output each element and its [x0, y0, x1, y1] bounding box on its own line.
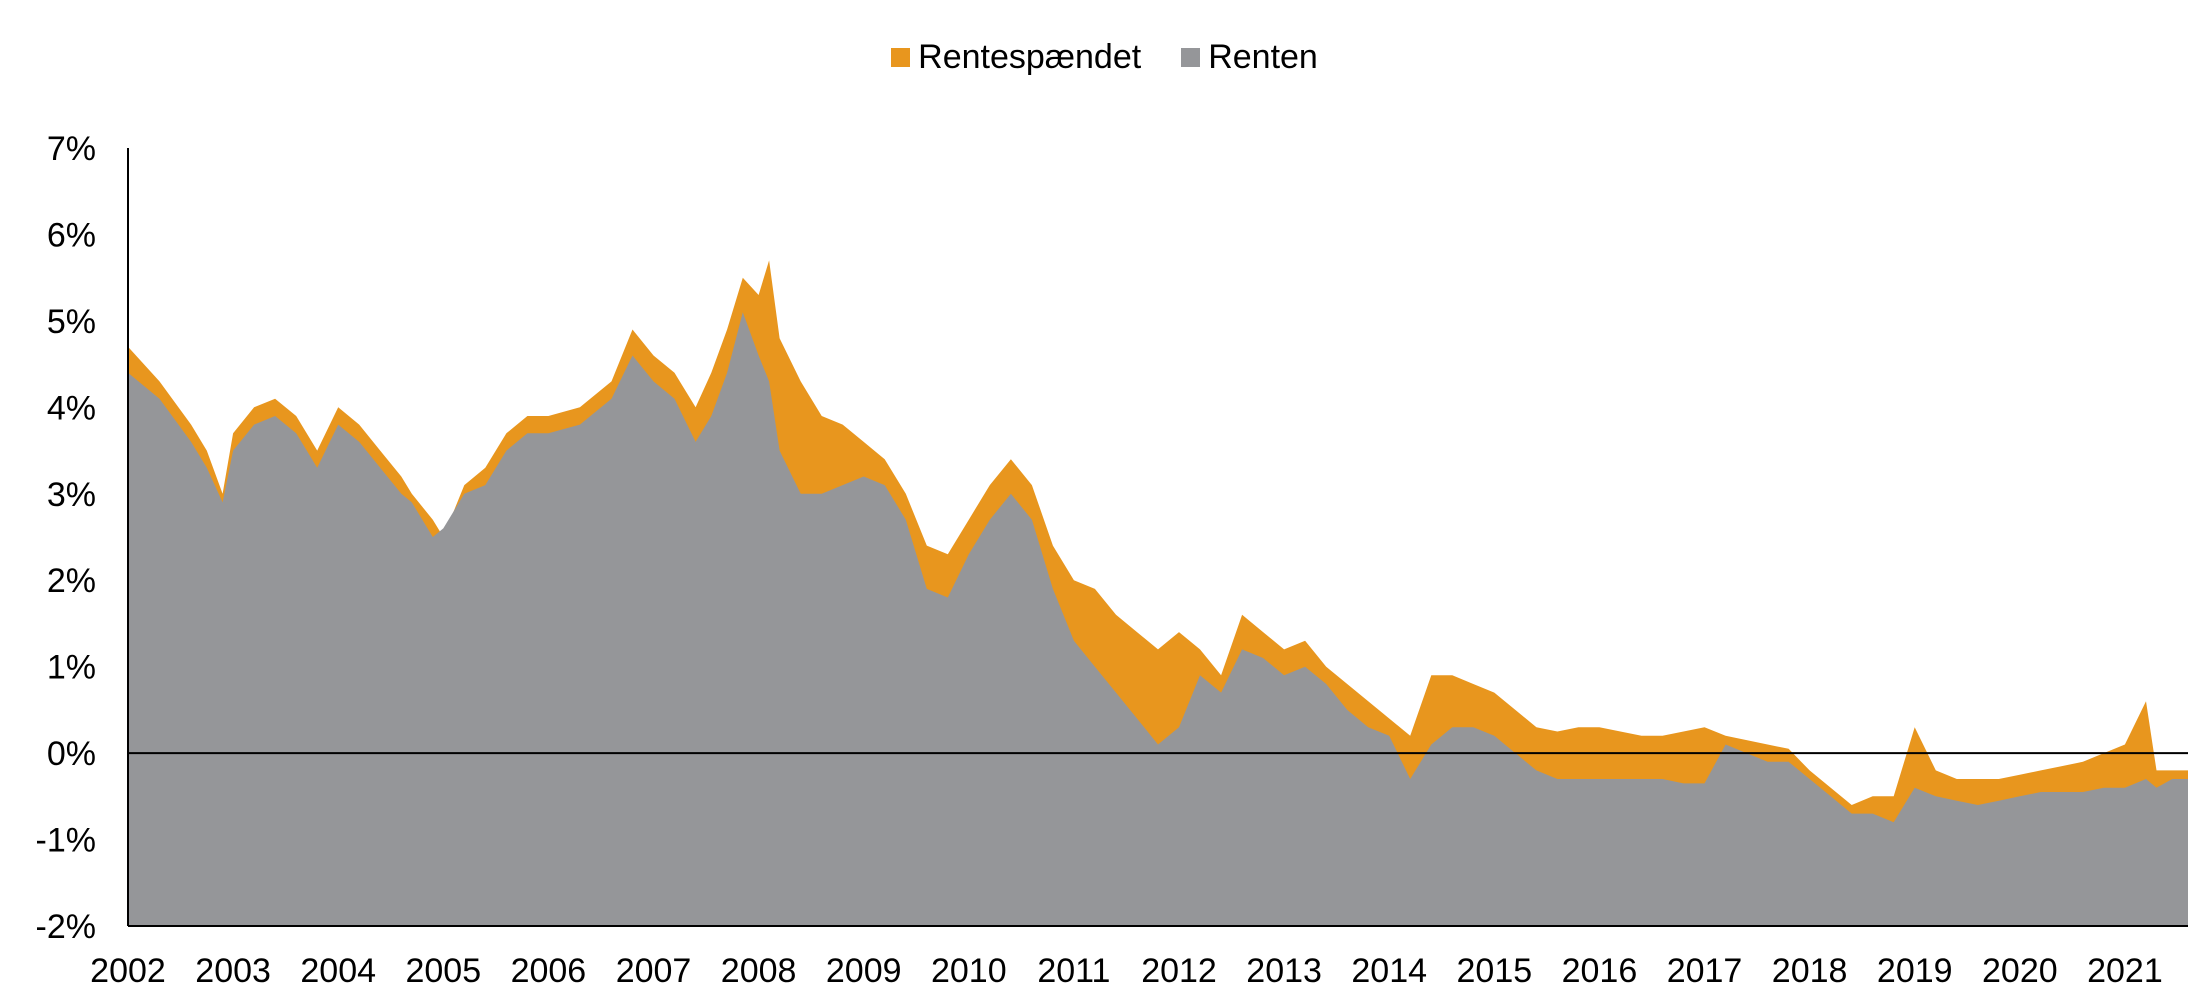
legend: Rentespændet Renten: [0, 38, 2209, 77]
x-tick-label: 2019: [1877, 952, 1953, 990]
legend-item-rentespaendet[interactable]: Rentespændet: [891, 38, 1141, 77]
x-tick-label: 2014: [1351, 952, 1427, 990]
x-tick-label: 2016: [1562, 952, 1638, 990]
y-tick-label: 0%: [47, 735, 96, 773]
x-tick-label: 2017: [1667, 952, 1743, 990]
y-tick-label: 7%: [47, 130, 96, 168]
x-tick-label: 2010: [931, 952, 1007, 990]
y-tick-label: 2%: [47, 562, 96, 600]
x-tick-label: 2018: [1772, 952, 1848, 990]
y-tick-label: 4%: [47, 389, 96, 427]
legend-label-renten: Renten: [1208, 38, 1318, 76]
x-tick-label: 2008: [721, 952, 797, 990]
y-tick-label: 6%: [47, 216, 96, 254]
x-axis-ticks: 2002 2003 2004 2005 2006 2007 2008 2009 2010 2011…: [90, 952, 2163, 990]
x-tick-label: 2013: [1246, 952, 1322, 990]
y-tick-label: -1%: [36, 822, 96, 860]
x-tick-label: 2011: [1037, 952, 1110, 990]
legend-item-renten[interactable]: Renten: [1181, 38, 1318, 77]
x-tick-label: 2015: [1457, 952, 1533, 990]
x-tick-label: 2021: [2087, 952, 2163, 990]
x-tick-label: 2005: [405, 952, 481, 990]
y-tick-label: 3%: [47, 476, 96, 514]
x-tick-label: 2012: [1141, 952, 1217, 990]
y-tick-label: 1%: [47, 649, 96, 687]
legend-swatch-renten: [1181, 48, 1201, 67]
legend-label-rentespaendet: Rentespændet: [918, 38, 1142, 76]
y-axis-ticks: 7% 6% 5% 4% 3% 2% 1% 0% -1% -2%: [36, 130, 96, 946]
legend-swatch-rentespaendet: [891, 48, 911, 67]
x-tick-label: 2020: [1982, 952, 2058, 990]
area-renten: [128, 312, 2188, 926]
y-tick-label: 5%: [47, 303, 96, 341]
x-tick-label: 2007: [616, 952, 692, 990]
x-tick-label: 2006: [511, 952, 587, 990]
x-tick-label: 2003: [195, 952, 271, 990]
chart-areas: [128, 260, 2188, 926]
y-tick-label: -2%: [36, 908, 96, 946]
x-tick-label: 2004: [300, 952, 376, 990]
x-tick-label: 2002: [90, 952, 166, 990]
x-tick-label: 2009: [826, 952, 902, 990]
